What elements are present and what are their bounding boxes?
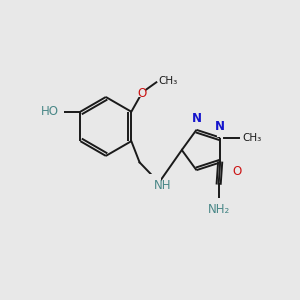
Text: NH: NH xyxy=(154,179,172,192)
Text: CH₃: CH₃ xyxy=(158,76,178,86)
Text: CH₃: CH₃ xyxy=(242,133,261,142)
FancyBboxPatch shape xyxy=(138,90,146,97)
Text: HO: HO xyxy=(41,105,59,118)
FancyBboxPatch shape xyxy=(52,108,64,116)
Text: N: N xyxy=(191,112,201,125)
FancyBboxPatch shape xyxy=(193,122,200,129)
FancyBboxPatch shape xyxy=(217,130,224,137)
Text: O: O xyxy=(137,87,146,100)
FancyBboxPatch shape xyxy=(212,198,225,206)
FancyBboxPatch shape xyxy=(149,174,160,182)
Text: O: O xyxy=(233,165,242,178)
Text: NH₂: NH₂ xyxy=(208,202,230,215)
FancyBboxPatch shape xyxy=(228,168,236,176)
Text: N: N xyxy=(215,120,225,133)
